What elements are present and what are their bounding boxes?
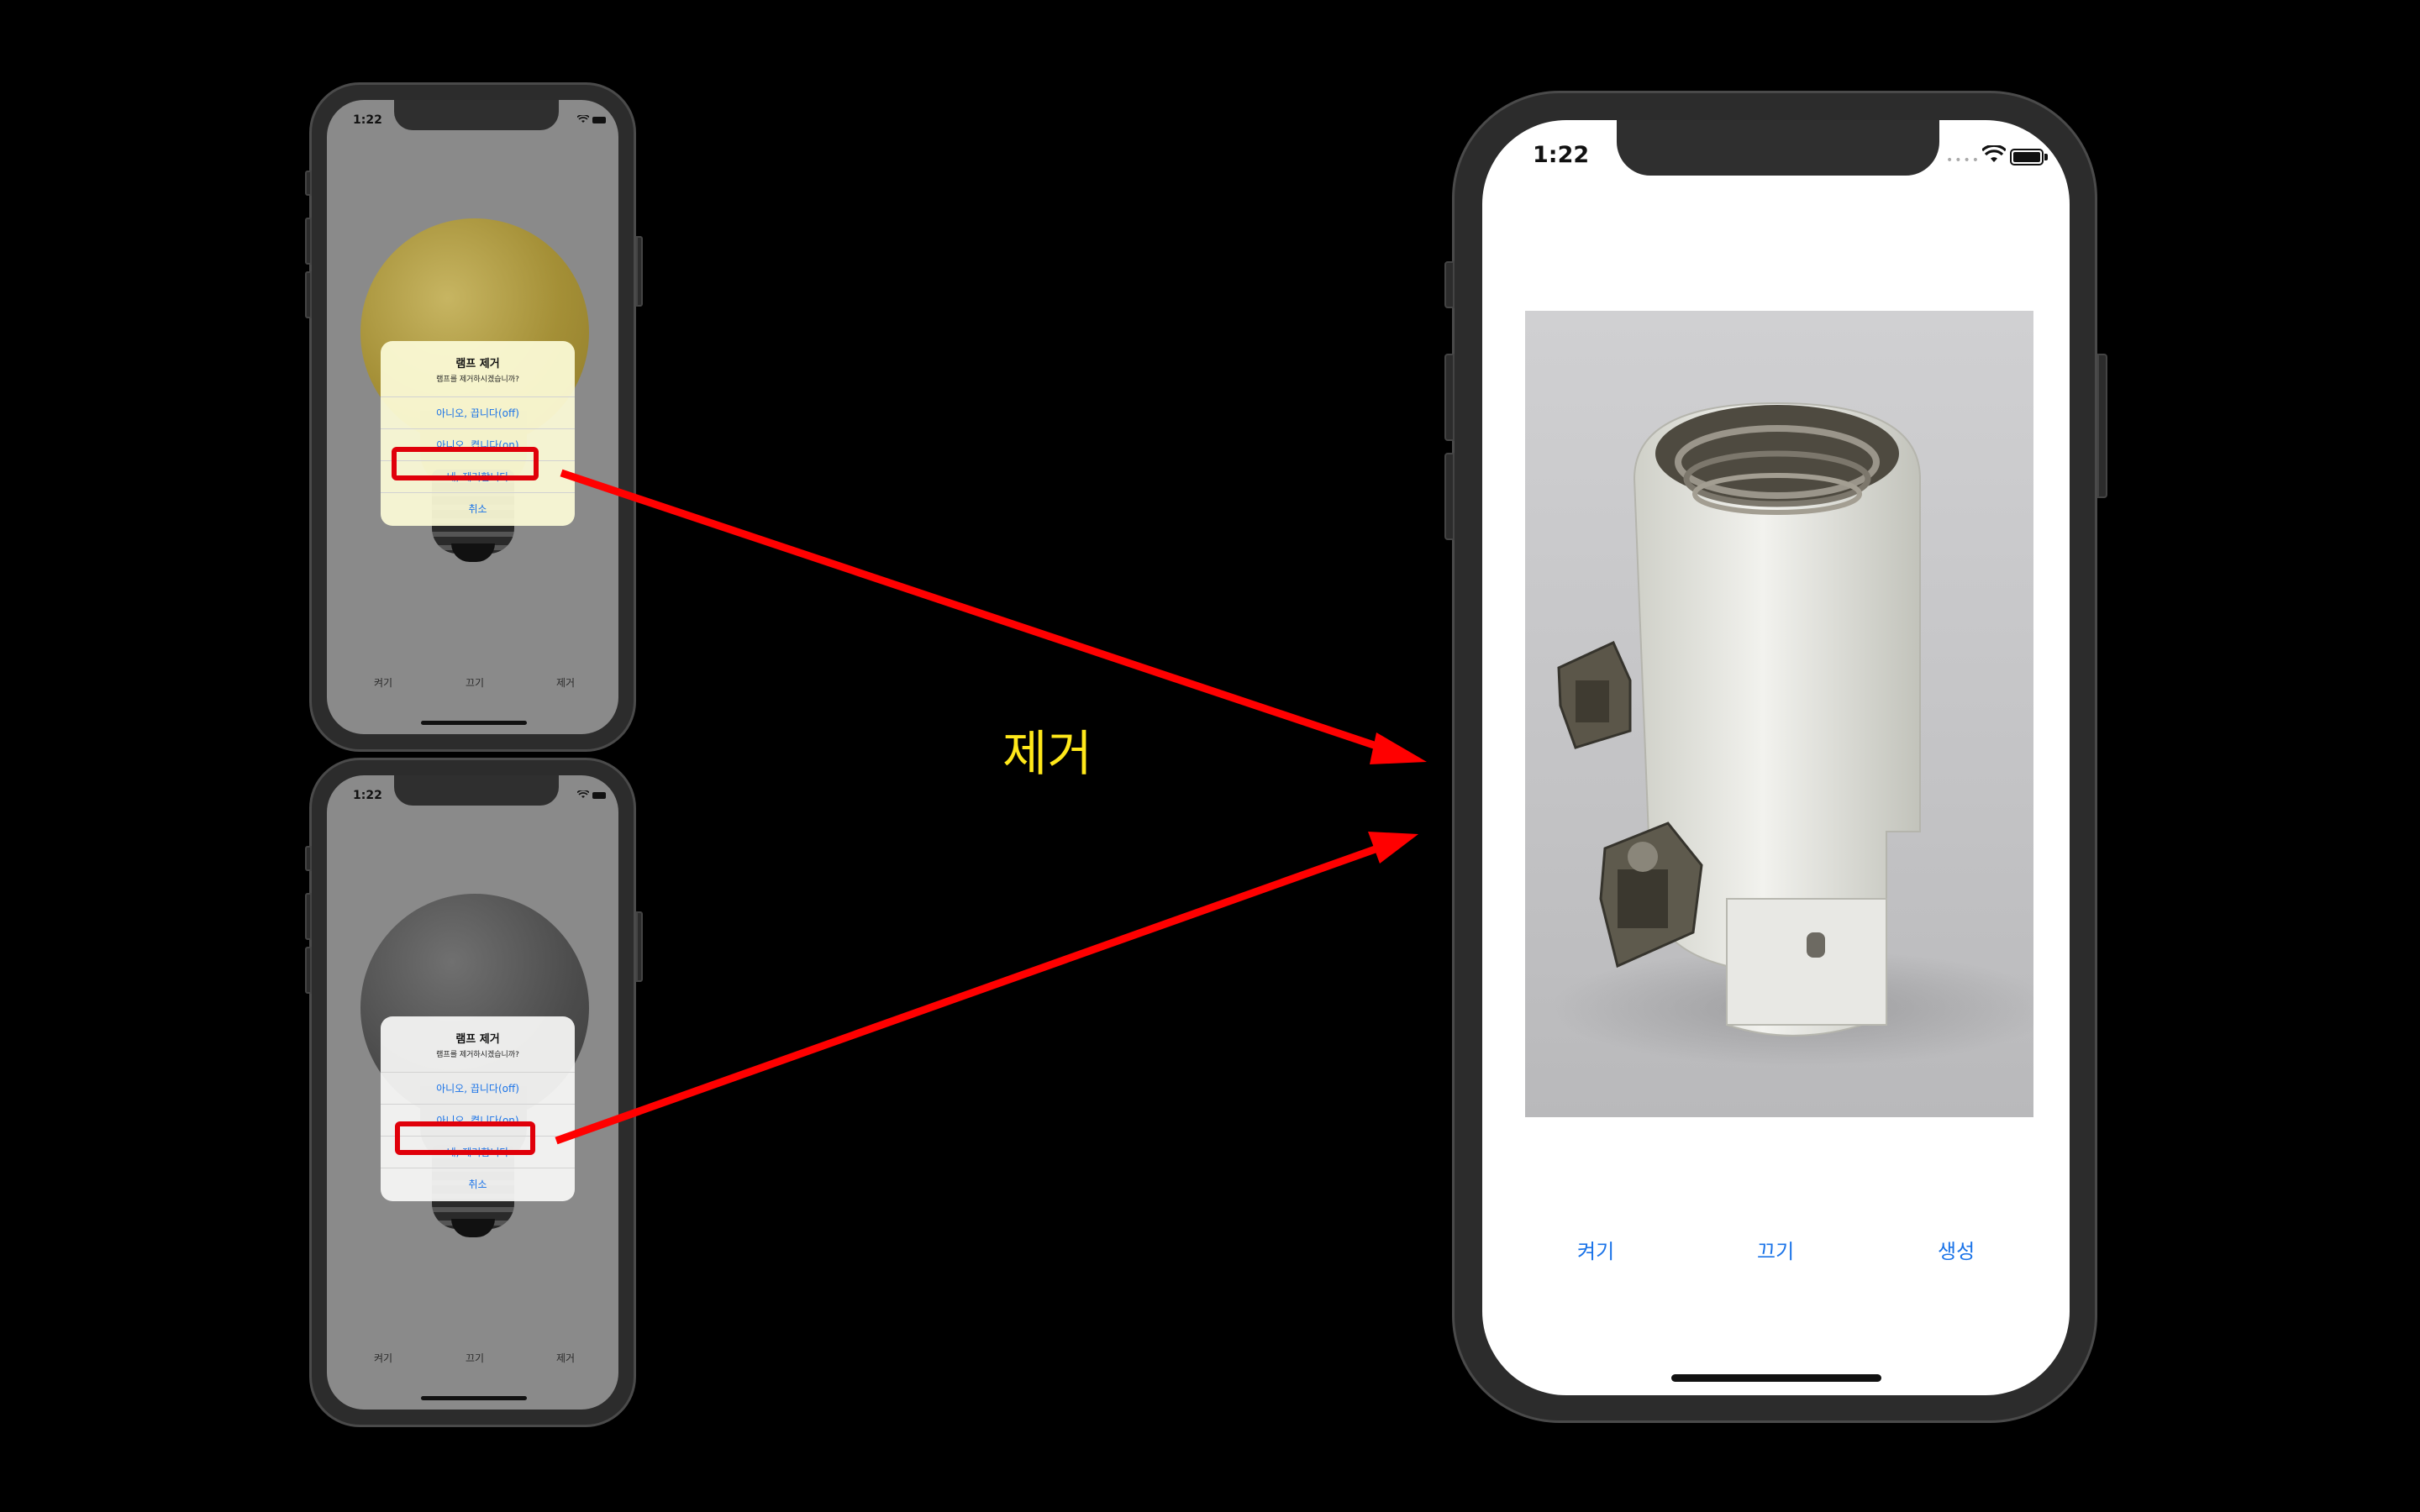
tab-create[interactable]: 생성 xyxy=(1938,1240,1975,1263)
status-time: 1:22 xyxy=(353,113,382,127)
silent-switch xyxy=(305,846,312,871)
remove-lamp-alert: 램프 제거 램프를 제거하시겠습니까? 아니오, 끕니다(off) 아니오, 켭… xyxy=(381,1016,575,1201)
tab-turn-off[interactable]: 끄기 xyxy=(1757,1240,1795,1263)
tab-turn-on[interactable]: 켜기 xyxy=(374,1352,393,1364)
notch xyxy=(394,100,559,130)
remove-button-highlight xyxy=(395,1121,535,1155)
alert-off-button[interactable]: 아니오, 끕니다(off) xyxy=(381,1072,575,1105)
phone-screen: 1:22 켜기 끄기 제거 램프 제거 램프를 제거하시겠습니까? 아니오, 끕… xyxy=(327,775,618,1410)
phone-screen: 1:22 켜기 끄기 제거 램프 제거 램프를 제거하시겠습니까? 아니오, 끕… xyxy=(327,100,618,734)
alert-title: 램프 제거 xyxy=(455,1033,500,1046)
notch xyxy=(1617,120,1939,176)
empty-socket-image xyxy=(1525,311,2033,1117)
battery-icon xyxy=(2010,149,2044,165)
battery-nub xyxy=(2044,154,2048,160)
volume-up-button xyxy=(1444,354,1455,441)
remove-lamp-alert: 램프 제거 램프를 제거하시겠습니까? 아니오, 끕니다(off) 아니오, 켭… xyxy=(381,341,575,526)
home-indicator xyxy=(421,721,527,725)
tab-turn-off[interactable]: 끄기 xyxy=(466,1352,485,1364)
phone-screen: 1:22 •••• xyxy=(1482,120,2070,1395)
socket-illustration xyxy=(1550,402,2033,1067)
home-indicator xyxy=(421,1396,527,1400)
power-button xyxy=(636,911,643,982)
battery-icon xyxy=(592,792,606,799)
tab-turn-on[interactable]: 켜기 xyxy=(374,677,393,689)
volume-down-button xyxy=(1444,453,1455,540)
status-time: 1:22 xyxy=(353,789,382,802)
battery-icon xyxy=(592,117,606,123)
arrow-top-head xyxy=(1370,732,1427,764)
power-button xyxy=(2097,354,2107,498)
phone-frame-removed: 1:22 •••• xyxy=(1444,91,2107,1423)
tab-turn-off[interactable]: 끄기 xyxy=(466,677,485,689)
alert-message: 램프를 제거하시겠습니까? xyxy=(436,1051,519,1059)
arrow-top xyxy=(560,469,1388,753)
alert-title: 램프 제거 xyxy=(455,358,500,370)
status-time: 1:22 xyxy=(1533,142,1590,168)
silent-switch xyxy=(1444,261,1455,308)
volume-down-button xyxy=(305,947,312,994)
volume-up-button xyxy=(305,218,312,265)
notch xyxy=(394,775,559,806)
volume-down-button xyxy=(305,271,312,318)
alert-off-button[interactable]: 아니오, 끕니다(off) xyxy=(381,396,575,429)
phone-frame-bulb-on: 1:22 켜기 끄기 제거 램프 제거 램프를 제거하시겠습니까? 아니오, 끕… xyxy=(305,82,643,752)
bulb-tip xyxy=(451,543,495,562)
tab-turn-on[interactable]: 켜기 xyxy=(1577,1240,1615,1263)
bulb-tip xyxy=(451,1219,495,1237)
alert-message: 램프를 제거하시겠습니까? xyxy=(436,375,519,384)
wifi-icon xyxy=(577,115,589,123)
tab-remove[interactable]: 제거 xyxy=(556,677,576,689)
transition-caption: 제거 xyxy=(1002,725,1092,782)
tab-remove[interactable]: 제거 xyxy=(556,1352,576,1364)
alert-cancel-button[interactable]: 취소 xyxy=(381,492,575,525)
remove-button-highlight xyxy=(392,447,539,480)
arrow-bottom-head xyxy=(1368,832,1418,864)
wifi-icon xyxy=(1982,145,2006,162)
cellular-signal-icon: •••• xyxy=(1946,154,1981,167)
arrow-bottom xyxy=(555,843,1384,1145)
volume-up-button xyxy=(305,893,312,940)
silent-switch xyxy=(305,171,312,196)
power-button xyxy=(636,236,643,307)
wifi-icon xyxy=(577,790,589,798)
home-indicator xyxy=(1671,1374,1881,1382)
alert-cancel-button[interactable]: 취소 xyxy=(381,1168,575,1200)
phone-frame-bulb-off: 1:22 켜기 끄기 제거 램프 제거 램프를 제거하시겠습니까? 아니오, 끕… xyxy=(305,758,643,1427)
